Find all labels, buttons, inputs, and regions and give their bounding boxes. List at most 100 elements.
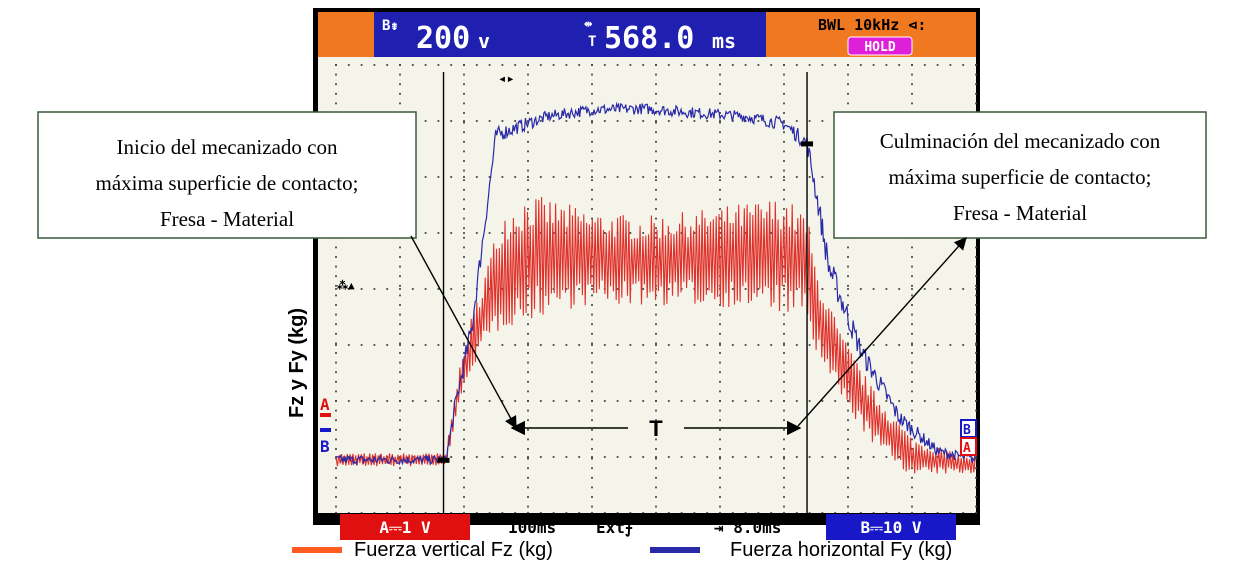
grid-dot bbox=[936, 288, 939, 290]
grid-dot bbox=[744, 456, 747, 458]
grid-dot bbox=[975, 352, 977, 354]
grid-dot bbox=[603, 120, 606, 122]
grid-dot bbox=[591, 476, 593, 479]
grid-dot bbox=[975, 246, 977, 249]
legend-label-fz: Fuerza vertical Fz (kg) bbox=[354, 538, 553, 561]
grid-dot bbox=[783, 256, 785, 258]
grid-dot bbox=[911, 265, 913, 268]
grid-dot bbox=[911, 102, 913, 105]
grid-dot bbox=[527, 486, 529, 489]
grid-dot bbox=[655, 438, 657, 441]
grid-dot bbox=[603, 456, 606, 458]
grid-dot bbox=[488, 64, 491, 66]
grid-dot bbox=[475, 120, 478, 122]
grid-dot bbox=[719, 112, 721, 114]
grid-dot bbox=[527, 380, 529, 383]
grid-dot bbox=[463, 448, 465, 450]
grid-dot bbox=[527, 294, 529, 297]
grid-dot bbox=[642, 400, 645, 402]
legend-label-fy: Fuerza horizontal Fy (kg) bbox=[730, 538, 953, 561]
grid-dot bbox=[488, 176, 491, 178]
grid-dot bbox=[783, 409, 785, 412]
grid-dot bbox=[335, 409, 337, 412]
grid-dot bbox=[463, 390, 465, 393]
grid-dot bbox=[975, 390, 977, 393]
grid-dot bbox=[847, 265, 849, 268]
grid-dot bbox=[399, 265, 401, 268]
grid-dot bbox=[719, 371, 721, 374]
grid-dot bbox=[757, 120, 760, 122]
grid-dot bbox=[975, 256, 977, 258]
right-a-marker-box bbox=[960, 437, 977, 456]
grid-dot bbox=[911, 438, 913, 441]
grid-dot bbox=[399, 288, 401, 290]
grid-dot bbox=[335, 438, 337, 441]
grid-dot bbox=[655, 64, 657, 66]
grid-dot bbox=[399, 83, 401, 86]
grid-dot bbox=[923, 400, 926, 402]
grid-dot bbox=[424, 64, 427, 66]
grid-dot bbox=[642, 120, 645, 122]
grid-dot bbox=[463, 256, 465, 258]
grid-dot bbox=[591, 83, 593, 86]
grid-dot bbox=[578, 456, 581, 458]
grid-dot bbox=[591, 371, 593, 374]
grid-dot bbox=[975, 380, 977, 383]
y-axis-label: Fz y Fy (kg) bbox=[286, 308, 308, 418]
grid-dot bbox=[731, 176, 734, 178]
grid-dot bbox=[565, 176, 568, 178]
grid-dot bbox=[360, 400, 363, 402]
grid-dot bbox=[655, 428, 657, 431]
grid-dot bbox=[591, 92, 593, 95]
grid-dot bbox=[655, 456, 657, 458]
grid-dot bbox=[591, 428, 593, 431]
grid-dot bbox=[847, 419, 849, 422]
grid-dot bbox=[501, 344, 504, 346]
grid-dot bbox=[655, 236, 657, 239]
grid-dot bbox=[463, 428, 465, 431]
grid-dot bbox=[463, 232, 465, 234]
grid-dot bbox=[527, 304, 529, 306]
grid-dot bbox=[923, 344, 926, 346]
grid-dot bbox=[975, 92, 977, 95]
grid-dot bbox=[744, 288, 747, 290]
grid-dot bbox=[719, 456, 721, 458]
grid-dot bbox=[975, 361, 977, 364]
grid-dot bbox=[527, 371, 529, 374]
grid-dot bbox=[527, 288, 529, 290]
grid-dot bbox=[898, 400, 901, 402]
grid-dot bbox=[795, 456, 798, 458]
grid-dot bbox=[847, 64, 849, 66]
legend-swatch-fz bbox=[292, 547, 342, 553]
grid-dot bbox=[719, 73, 721, 76]
grid-dot bbox=[975, 486, 977, 489]
grid-dot bbox=[552, 344, 555, 346]
grid-dot bbox=[911, 390, 913, 393]
grid-dot bbox=[859, 344, 862, 346]
grid-dot bbox=[591, 361, 593, 364]
grid-dot bbox=[335, 246, 337, 249]
grid-dot bbox=[847, 438, 849, 441]
grid-dot bbox=[463, 179, 465, 182]
grid-dot bbox=[655, 419, 657, 422]
grid-dot bbox=[847, 344, 849, 346]
channel-b-glyph: B⇟ bbox=[382, 18, 399, 34]
grid-dot bbox=[693, 64, 696, 66]
grid-dot bbox=[591, 208, 593, 210]
grid-dot bbox=[667, 400, 670, 402]
grid-dot bbox=[962, 288, 965, 290]
grid-dot bbox=[335, 288, 337, 290]
grid-dot bbox=[655, 361, 657, 364]
grid-dot bbox=[591, 438, 593, 441]
grid-dot bbox=[578, 400, 581, 402]
grid-dot bbox=[514, 400, 517, 402]
grid-dot bbox=[898, 288, 901, 290]
grid-dot bbox=[693, 344, 696, 346]
channel-b-marker: B bbox=[320, 437, 330, 456]
grid-dot bbox=[719, 400, 721, 402]
grid-dot bbox=[975, 102, 977, 105]
grid-dot bbox=[424, 120, 427, 122]
grid-dot bbox=[911, 284, 913, 287]
annotation-left-box bbox=[37, 111, 417, 239]
grid-dot bbox=[655, 344, 657, 346]
